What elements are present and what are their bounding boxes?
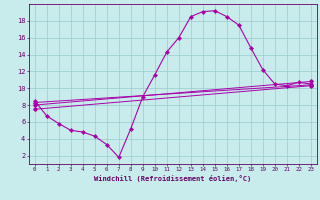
- X-axis label: Windchill (Refroidissement éolien,°C): Windchill (Refroidissement éolien,°C): [94, 175, 252, 182]
